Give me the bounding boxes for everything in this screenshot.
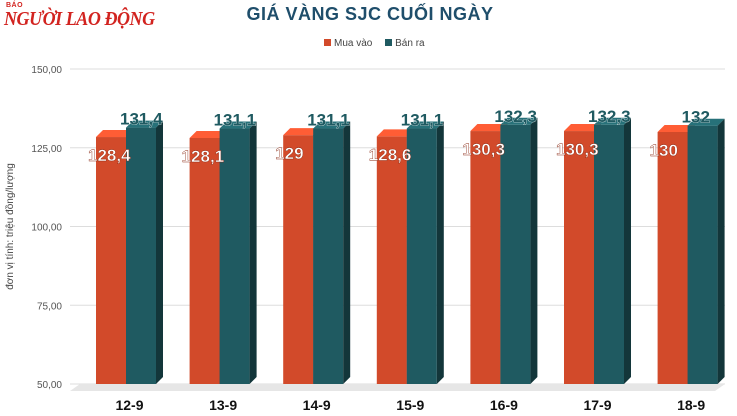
bar-top-face xyxy=(406,121,444,129)
bar-side-face xyxy=(717,118,725,384)
bar-side-face xyxy=(624,117,631,384)
chart-floor xyxy=(70,384,725,391)
bar-buy xyxy=(564,131,594,384)
bar-buy xyxy=(96,137,126,384)
bar-side-face xyxy=(436,121,444,384)
bar-side-face xyxy=(530,117,538,384)
brand-logo: BÁO NGƯỜI LAO ĐỘNG xyxy=(4,2,164,40)
bar-top-face xyxy=(313,121,351,129)
y-tick-label: 75,00 xyxy=(37,301,62,312)
legend-swatch-buy xyxy=(324,39,331,46)
x-tick-label: 12-9 xyxy=(115,397,143,413)
bar-top-face xyxy=(564,124,601,132)
legend-label-sell: Bán ra xyxy=(395,38,425,49)
logo-name: NGƯỜI LAO ĐỘNG xyxy=(4,8,155,30)
y-tick-label: 125,00 xyxy=(31,144,62,155)
y-tick-label: 150,00 xyxy=(31,65,62,76)
data-label-sell: 132 xyxy=(682,108,710,127)
x-tick-label: 17-9 xyxy=(583,397,611,413)
chart-legend: Mua vào Bán ra xyxy=(324,38,435,49)
bar-top-face xyxy=(283,128,321,136)
bar-buy xyxy=(283,135,314,384)
data-label-buy: 130,3 xyxy=(556,140,599,159)
x-tick-label: 18-9 xyxy=(677,397,705,413)
y-tick-label: 100,00 xyxy=(31,223,62,234)
data-label-buy: 130,3 xyxy=(462,140,505,159)
x-tick-label: 14-9 xyxy=(303,397,331,413)
logo-prefix: BÁO xyxy=(6,2,24,9)
x-tick-label: 16-9 xyxy=(490,397,518,413)
bar-sell xyxy=(219,128,250,384)
data-label-buy: 128,1 xyxy=(182,147,225,166)
y-axis-label: đơn vị tính: triệu đồng/lượng xyxy=(4,163,16,290)
legend-item-sell: Bán ra xyxy=(385,38,425,49)
x-tick-label: 15-9 xyxy=(396,397,424,413)
bar-buy xyxy=(376,136,407,384)
bar-side-face xyxy=(156,120,163,384)
legend-label-buy: Mua vào xyxy=(334,38,373,49)
bar-top-face xyxy=(657,125,695,132)
bar-buy xyxy=(657,132,688,384)
bar-top-face xyxy=(470,124,508,132)
bar-top-face xyxy=(96,130,133,138)
bar-sell xyxy=(500,124,531,384)
data-label-sell: 131,1 xyxy=(307,111,350,130)
bar-sell xyxy=(126,127,156,384)
chart-title: GIÁ VÀNG SJC CUỐI NGÀY xyxy=(246,4,494,24)
x-tick-label: 13-9 xyxy=(209,397,237,413)
bar-top-face xyxy=(126,120,163,128)
bar-buy xyxy=(470,131,501,384)
bar-top-face xyxy=(500,117,538,125)
data-label-buy: 128,4 xyxy=(88,146,131,165)
bar-sell xyxy=(594,124,624,384)
data-label-sell: 132,3 xyxy=(588,107,631,126)
data-label-buy: 128,6 xyxy=(369,145,412,164)
bar-top-face xyxy=(594,117,631,125)
y-tick-label: 50,00 xyxy=(37,380,62,391)
data-label-buy: 129 xyxy=(275,144,303,163)
bar-side-face xyxy=(249,121,257,384)
bar-top-face xyxy=(687,118,725,126)
legend-item-buy: Mua vào xyxy=(324,38,372,49)
data-label-sell: 131,4 xyxy=(120,110,163,129)
bar-sell xyxy=(313,128,344,384)
bar-top-face xyxy=(219,121,257,129)
bar-sell xyxy=(406,128,437,384)
bar-top-face xyxy=(189,130,227,138)
bar-sell xyxy=(687,125,718,384)
data-label-buy: 130 xyxy=(650,141,678,160)
data-label-sell: 132,3 xyxy=(494,107,537,126)
data-label-sell: 131,1 xyxy=(214,111,257,130)
data-label-sell: 131,1 xyxy=(401,111,444,130)
bar-side-face xyxy=(343,121,351,384)
bar-top-face xyxy=(376,129,414,137)
legend-swatch-sell xyxy=(385,39,393,46)
bar-buy xyxy=(189,137,220,384)
